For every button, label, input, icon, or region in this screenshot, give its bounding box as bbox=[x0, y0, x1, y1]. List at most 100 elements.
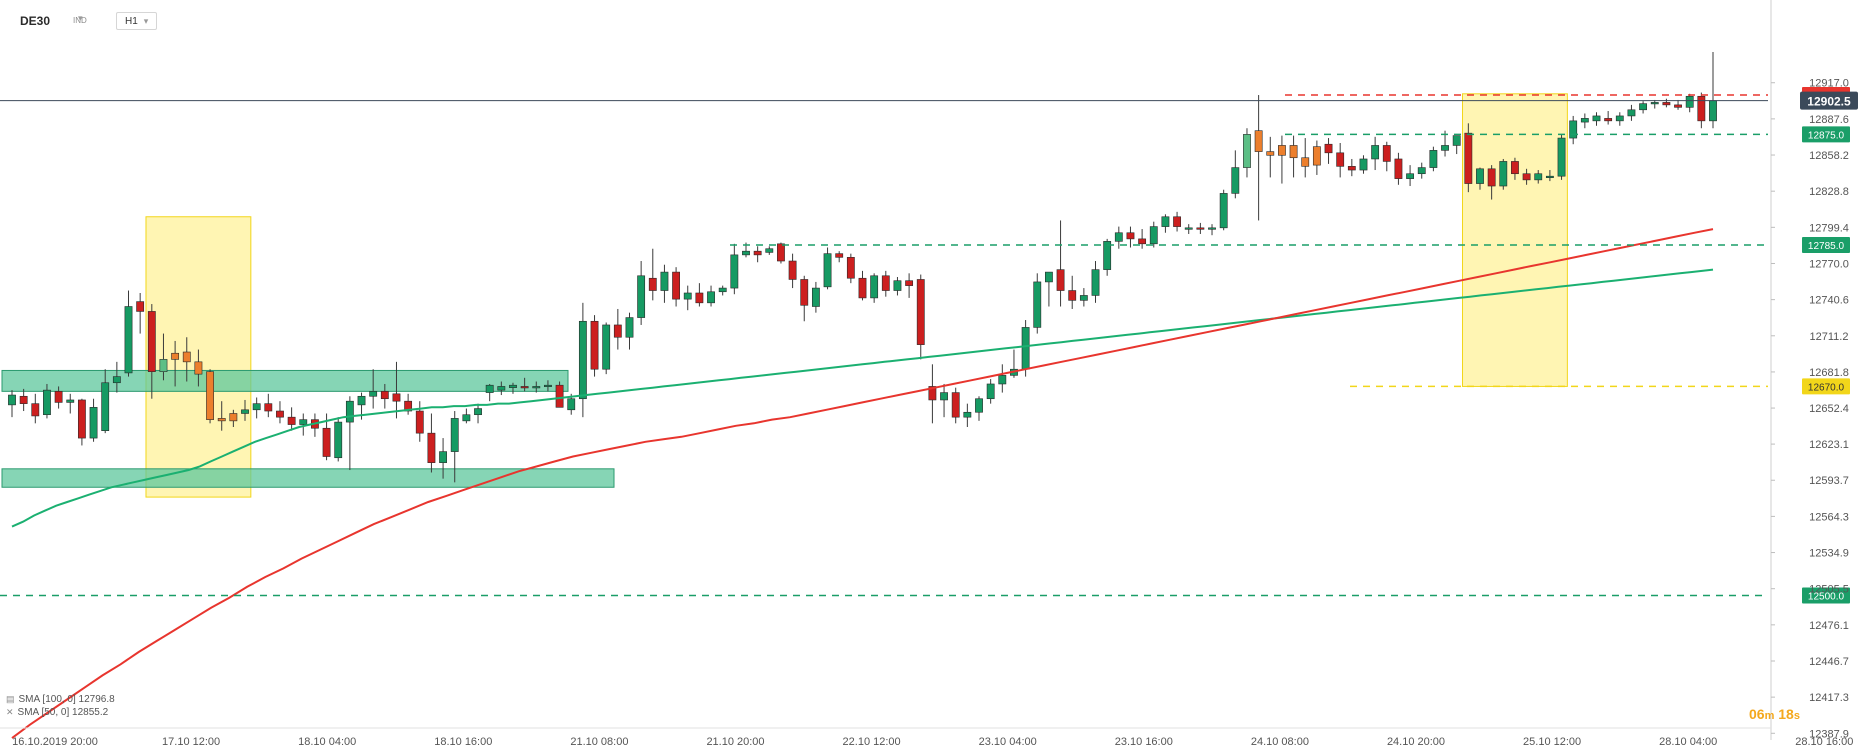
y-tick-label: 12917.0 bbox=[1809, 78, 1849, 90]
candle-body bbox=[89, 407, 98, 439]
candle-body bbox=[520, 386, 529, 389]
candle-body bbox=[241, 409, 249, 414]
price-level-tag-4 bbox=[1802, 587, 1850, 604]
candle-body bbox=[1487, 168, 1496, 187]
price-level-tag-3 bbox=[1802, 378, 1850, 395]
candle-body bbox=[916, 279, 925, 345]
timer-seconds: 18 bbox=[1778, 706, 1794, 722]
support-zone-0 bbox=[1, 369, 569, 392]
y-tick-label: 12417.3 bbox=[1809, 692, 1849, 704]
candle-body bbox=[765, 248, 774, 253]
x-tick-label: 17.10 12:00 bbox=[162, 736, 220, 748]
x-tick-label: 23.10 16:00 bbox=[1115, 736, 1173, 748]
candle-body bbox=[742, 250, 750, 256]
candle-body bbox=[1697, 95, 1706, 122]
candle-body bbox=[963, 411, 972, 418]
candle-body bbox=[404, 400, 413, 412]
candle-body bbox=[660, 271, 669, 291]
candle-body bbox=[54, 391, 63, 403]
candle-body bbox=[1056, 269, 1065, 291]
y-tick-label: 12387.9 bbox=[1809, 728, 1849, 740]
sma100-line bbox=[11, 228, 1714, 739]
candle-body bbox=[648, 277, 657, 291]
candle-body bbox=[509, 384, 517, 388]
x-tick-label: 28.10 04:00 bbox=[1659, 736, 1717, 748]
candle-body bbox=[1406, 173, 1414, 179]
candle-body bbox=[427, 432, 436, 463]
levels-layer bbox=[0, 94, 1768, 597]
candle-body bbox=[1278, 145, 1286, 156]
candle-body bbox=[229, 413, 238, 422]
candle-body bbox=[159, 359, 168, 372]
x-tick-label: 28.10 16:00 bbox=[1795, 736, 1853, 748]
candle-body bbox=[1522, 173, 1531, 181]
indicator-close-icon[interactable]: ✕ bbox=[6, 707, 14, 717]
candle-body bbox=[835, 253, 844, 258]
candle-body bbox=[951, 392, 960, 418]
highlight-box-1 bbox=[1462, 93, 1568, 387]
candle-body bbox=[532, 386, 541, 389]
symbol-chevron-down-icon[interactable]: ▾ bbox=[78, 13, 83, 23]
candle-body bbox=[1662, 102, 1671, 106]
timeframe-select[interactable]: H1 ▾ bbox=[116, 12, 158, 30]
y-tick-label: 12505.5 bbox=[1809, 584, 1849, 596]
y-tick-label: 12623.1 bbox=[1809, 439, 1849, 451]
sma100-legend-label: SMA [100, 0] 12796.8 bbox=[18, 694, 115, 705]
candle-body bbox=[1184, 227, 1193, 230]
candle-body bbox=[1021, 327, 1030, 370]
candle-body bbox=[206, 371, 214, 420]
symbol-type-label: IND bbox=[73, 16, 87, 25]
candle-body bbox=[1289, 145, 1298, 159]
candle-body bbox=[217, 418, 226, 422]
candle-body bbox=[567, 398, 576, 411]
candle-body bbox=[31, 403, 40, 417]
support-zone-1 bbox=[1, 468, 615, 488]
candle-body bbox=[602, 324, 611, 370]
x-tick-label: 25.10 12:00 bbox=[1523, 736, 1581, 748]
candle-body bbox=[1359, 158, 1368, 171]
candle-body bbox=[1545, 175, 1554, 178]
candle-body bbox=[124, 306, 133, 374]
candle-body bbox=[1324, 143, 1333, 154]
x-tick-label: 18.10 04:00 bbox=[298, 736, 356, 748]
candle-body bbox=[1709, 100, 1717, 122]
x-tick-label: 22.10 12:00 bbox=[843, 736, 901, 748]
candle-body bbox=[345, 400, 354, 423]
candle-body bbox=[112, 376, 121, 384]
indicator-settings-icon[interactable]: ▤ bbox=[6, 694, 15, 704]
candle-body bbox=[1476, 168, 1484, 184]
candle-body bbox=[322, 427, 331, 457]
chevron-down-icon: ▾ bbox=[143, 16, 149, 26]
candle-body bbox=[77, 399, 86, 439]
y-tick-label: 12740.6 bbox=[1809, 295, 1849, 307]
y-tick-label: 12652.4 bbox=[1809, 403, 1849, 415]
candle-body bbox=[788, 260, 797, 280]
candle-body bbox=[1441, 145, 1449, 151]
timer-minutes-unit: m bbox=[1764, 710, 1775, 722]
candle-body bbox=[986, 383, 995, 400]
price-level-label-2: 12785.0 bbox=[1808, 241, 1845, 252]
candle-body bbox=[1639, 103, 1648, 111]
candle-body bbox=[858, 277, 867, 299]
candle-body bbox=[136, 301, 145, 312]
candle-body bbox=[1243, 134, 1251, 168]
sma100-legend[interactable]: ▤ SMA [100, 0] 12796.8 bbox=[6, 694, 115, 705]
sma50-legend[interactable]: ✕ SMA [50, 0] 12855.2 bbox=[6, 707, 108, 718]
candle-body bbox=[1685, 95, 1694, 108]
symbol-label[interactable]: DE30 bbox=[20, 14, 51, 28]
candle-body bbox=[613, 324, 622, 338]
candle-body bbox=[1347, 166, 1356, 171]
candle-body bbox=[1464, 132, 1473, 184]
candle-body bbox=[846, 257, 855, 279]
candle-body bbox=[1149, 226, 1158, 245]
candle-body bbox=[1604, 118, 1613, 122]
candle-body bbox=[1138, 238, 1147, 245]
candle-body bbox=[101, 382, 110, 431]
candle-body bbox=[1301, 157, 1310, 167]
y-tick-label: 12711.2 bbox=[1810, 331, 1849, 343]
candle-body bbox=[1429, 150, 1438, 168]
candle-body bbox=[695, 292, 704, 304]
candle-body bbox=[590, 320, 599, 370]
